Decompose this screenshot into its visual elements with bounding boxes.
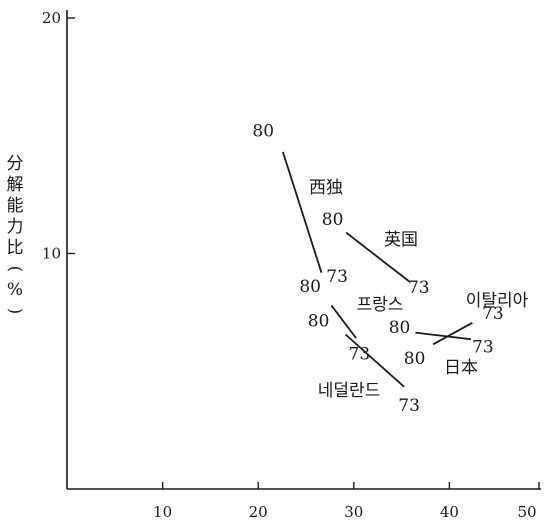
series-name-label: 네덜란드 <box>318 381 381 401</box>
x-tick-label: 50 <box>517 503 536 521</box>
year-label: 73 <box>398 396 420 416</box>
x-tick-label: 10 <box>153 503 172 521</box>
year-label: 73 <box>326 267 348 287</box>
y-tick-label: 20 <box>42 9 61 27</box>
year-label: 73 <box>472 338 494 358</box>
x-tick-label: 30 <box>344 503 363 521</box>
series-name-label: 프랑스 <box>357 295 404 315</box>
year-label: 80 <box>322 210 344 230</box>
year-label: 80 <box>299 277 321 297</box>
y-axis-label-char: 力 <box>7 217 24 237</box>
y-axis-label-char: 比 <box>7 238 24 258</box>
year-label: 80 <box>252 121 274 141</box>
year-label: 73 <box>349 345 371 365</box>
y-axis-label-char: 能 <box>7 196 24 216</box>
y-axis-label-char: ( <box>5 266 25 273</box>
year-label: 80 <box>389 318 411 338</box>
y-axis-label-char: % <box>7 280 23 300</box>
series-name-label: 이탈리아 <box>466 291 529 311</box>
series-line <box>331 305 356 338</box>
x-tick-label: 20 <box>249 503 268 521</box>
year-label: 80 <box>308 312 330 332</box>
series-name-label: 英国 <box>384 230 418 250</box>
year-label: 73 <box>408 278 430 298</box>
y-axis-label-char: ) <box>5 308 25 315</box>
series-line <box>433 323 472 344</box>
y-tick-label: 10 <box>42 245 61 263</box>
year-label: 80 <box>404 349 426 369</box>
y-axis-label-char: 分 <box>7 154 24 174</box>
x-ticks: 10 20 30 40 50 <box>153 482 539 521</box>
y-ticks: 10 20 <box>42 9 75 263</box>
series-line <box>283 152 322 273</box>
series-name-label: 西独 <box>309 178 343 198</box>
y-axis-label-char: 解 <box>7 175 24 195</box>
series-name-label: 日本 <box>444 358 478 378</box>
x-tick-label: 40 <box>440 503 459 521</box>
